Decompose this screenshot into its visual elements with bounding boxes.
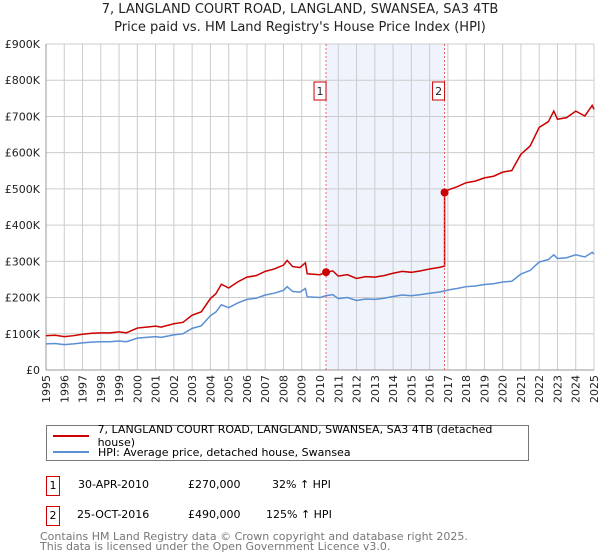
- hpi-line: [45, 251, 595, 346]
- x-tick-label: 1996: [58, 375, 71, 403]
- sale-badge: 1: [46, 476, 60, 496]
- sale-hpi-change: 125% ↑ HPI: [266, 508, 332, 521]
- x-tick-label: 2024: [570, 375, 583, 403]
- x-tick-label: 2018: [460, 375, 473, 403]
- shaded-region: [326, 44, 445, 370]
- sale-price: £270,000: [188, 478, 241, 491]
- legend: 7, LANGLAND COURT ROAD, LANGLAND, SWANSE…: [46, 423, 529, 461]
- x-tick-label: 2025: [588, 375, 600, 403]
- x-tick-label: 2016: [424, 375, 437, 403]
- sale-point: [322, 268, 331, 277]
- sale-date: 30-APR-2010: [78, 478, 150, 491]
- x-tick-label: 2012: [351, 375, 364, 403]
- plot-area: 1995 1996 1997 1998 1999 2000 2001 2002 2003 2004…: [5, 38, 600, 403]
- x-tick-label: 1999: [113, 375, 126, 403]
- sale-hpi-change: 32% ↑ HPI: [272, 478, 331, 491]
- sale-point: [440, 188, 449, 197]
- x-tick-label: 2007: [259, 375, 272, 403]
- y-tick-label: £900K: [5, 38, 41, 51]
- y-tick-label: £700K: [5, 110, 41, 123]
- legend-swatch-blue: [53, 451, 89, 453]
- sale-label-box: [432, 81, 446, 101]
- legend-item-hpi: HPI: Average price, detached house, Swan…: [53, 444, 351, 460]
- x-tick-label: 1997: [77, 375, 90, 403]
- x-tick-label: 2000: [131, 375, 144, 403]
- x-tick-label: 2015: [405, 375, 418, 403]
- chart-title: 7, LANGLAND COURT ROAD, LANGLAND, SWANSE…: [101, 2, 499, 17]
- x-tick-label: 2017: [442, 375, 455, 403]
- sale-label: 2: [435, 85, 442, 98]
- y-tick-label: £200K: [5, 292, 41, 305]
- sale-label-box: [313, 81, 327, 101]
- x-tick-label: 2009: [296, 375, 309, 403]
- x-tick-label: 2004: [204, 375, 217, 403]
- y-tick-label: £400K: [5, 219, 41, 232]
- x-tick-label: 2014: [387, 375, 400, 403]
- legend-swatch-red: [53, 435, 89, 437]
- y-tick-label: £500K: [5, 183, 41, 196]
- x-tick-label: 2008: [277, 375, 290, 403]
- x-tick-label: 2001: [150, 375, 163, 403]
- x-tick-label: 2021: [515, 375, 528, 403]
- footer-licence: This data is licensed under the Open Gov…: [40, 540, 391, 553]
- x-tick-label: 2013: [369, 375, 382, 403]
- x-tick-label: 2023: [551, 375, 564, 403]
- x-tick-label: 2003: [186, 375, 199, 403]
- x-tick-label: 2019: [478, 375, 491, 403]
- chart-subtitle: Price paid vs. HM Land Registry's House …: [114, 20, 486, 35]
- sale-price: £490,000: [188, 508, 241, 521]
- sale-label: 1: [317, 85, 324, 98]
- x-tick-label: 2020: [497, 375, 510, 403]
- sale-badge: 2: [46, 506, 60, 526]
- footer-copyright: Contains HM Land Registry data © Crown c…: [40, 530, 468, 543]
- y-tick-label: £600K: [5, 147, 41, 160]
- x-tick-label: 1998: [95, 375, 108, 403]
- y-tick-label: £0: [26, 364, 40, 377]
- sale-date: 25-OCT-2016: [77, 508, 150, 521]
- x-tick-label: 2010: [314, 375, 327, 403]
- legend-label: 7, LANGLAND COURT ROAD, LANGLAND, SWANSE…: [97, 423, 493, 449]
- x-tick-label: 2022: [533, 375, 546, 403]
- y-tick-label: £800K: [5, 74, 41, 87]
- x-tick-label: 2002: [168, 375, 181, 403]
- x-tick-label: 2005: [223, 375, 236, 403]
- legend-label: HPI: Average price, detached house, Swan…: [98, 445, 351, 459]
- x-tick-label: 2006: [241, 375, 254, 403]
- y-tick-label: £100K: [5, 328, 41, 341]
- y-tick-label: £300K: [5, 255, 41, 268]
- x-tick-label: 2011: [332, 375, 345, 403]
- legend-item-price: 7, LANGLAND COURT ROAD, LANGLAND, SWANSE…: [53, 423, 528, 449]
- x-tick-label: 1995: [40, 375, 53, 403]
